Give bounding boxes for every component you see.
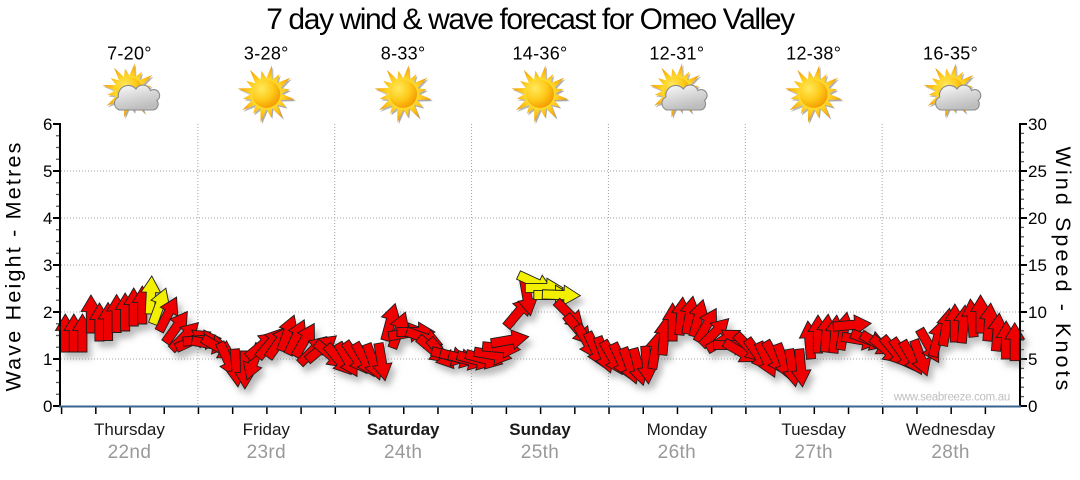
svg-text:15: 15 — [1028, 256, 1047, 275]
svg-text:25: 25 — [1028, 162, 1047, 181]
svg-text:0: 0 — [1028, 397, 1037, 416]
svg-text:Monday: Monday — [647, 420, 708, 439]
svg-text:20: 20 — [1028, 209, 1047, 228]
svg-text:Saturday: Saturday — [367, 420, 440, 439]
svg-text:Sunday: Sunday — [509, 420, 571, 439]
svg-text:16-35°: 16-35° — [923, 44, 978, 64]
svg-text:Tuesday: Tuesday — [781, 420, 846, 439]
svg-text:7-20°: 7-20° — [107, 44, 152, 64]
svg-text:3-28°: 3-28° — [244, 44, 289, 64]
svg-text:Friday: Friday — [243, 420, 291, 439]
svg-text:28th: 28th — [931, 442, 969, 463]
svg-text:www.seabreeze.com.au: www.seabreeze.com.au — [893, 392, 1010, 404]
svg-text:14-36°: 14-36° — [512, 44, 567, 64]
svg-text:0: 0 — [43, 397, 52, 416]
svg-text:Wednesday: Wednesday — [906, 420, 996, 439]
svg-text:6: 6 — [43, 115, 52, 134]
svg-text:10: 10 — [1028, 303, 1047, 322]
svg-text:8-33°: 8-33° — [381, 44, 426, 64]
svg-text:2: 2 — [43, 303, 52, 322]
svg-text:12-31°: 12-31° — [649, 44, 704, 64]
svg-text:27th: 27th — [795, 442, 833, 463]
svg-text:26th: 26th — [658, 442, 696, 463]
svg-text:3: 3 — [43, 256, 52, 275]
svg-text:1: 1 — [43, 350, 52, 369]
svg-text:5: 5 — [1028, 350, 1037, 369]
svg-text:Wind Speed - Knots: Wind Speed - Knots — [1051, 146, 1075, 393]
svg-text:Thursday: Thursday — [94, 420, 165, 439]
svg-text:4: 4 — [43, 209, 52, 228]
svg-text:25th: 25th — [521, 442, 559, 463]
svg-text:Wave Height - Metres: Wave Height - Metres — [2, 140, 26, 391]
svg-text:23rd: 23rd — [247, 442, 286, 463]
svg-text:5: 5 — [43, 162, 52, 181]
svg-text:7 day wind & wave forecast for: 7 day wind & wave forecast for Omeo Vall… — [266, 3, 795, 36]
svg-text:30: 30 — [1028, 115, 1047, 134]
svg-text:12-38°: 12-38° — [786, 44, 841, 64]
svg-text:22nd: 22nd — [108, 442, 152, 463]
svg-text:24th: 24th — [384, 442, 422, 463]
